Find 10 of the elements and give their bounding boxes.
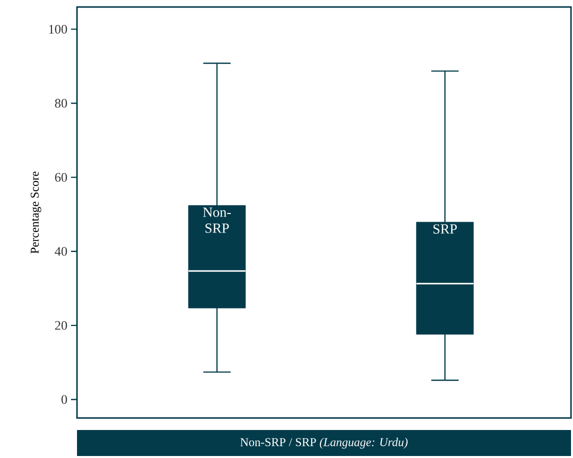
x-axis-title: Non-SRP / SRP (Language: Urdu) [240, 438, 408, 449]
x-tick-label: Non-SRP [203, 208, 231, 233]
y-axis-title: Percentage Score [30, 172, 42, 254]
y-tick-label: 60 [55, 172, 67, 182]
x-tick-label: SRP [433, 224, 457, 234]
y-tick-label: 100 [49, 24, 67, 34]
y-tick-label: 40 [54, 247, 67, 256]
y-tick-label: 0 [62, 395, 67, 404]
y-tick-label: 80 [55, 98, 67, 108]
y-tick-label: 20 [55, 321, 67, 330]
